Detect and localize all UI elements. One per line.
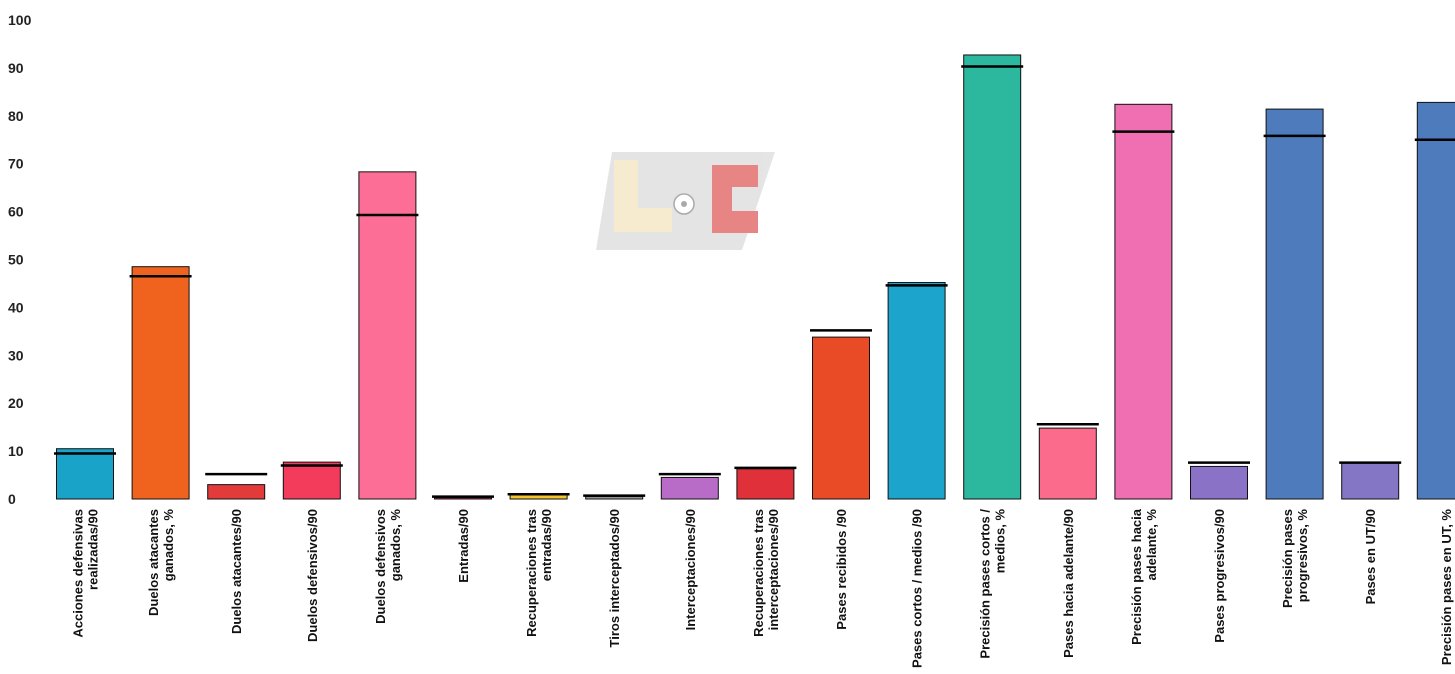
x-tick-label: Pases en UT/90 <box>1363 509 1378 604</box>
x-tick-label-line: Pases recibidos /90 <box>834 509 849 630</box>
x-tick-label: Duelos atacantes/90 <box>229 509 244 634</box>
x-tick-label: Duelos defensivos/90 <box>305 509 320 642</box>
y-tick-label: 10 <box>8 443 24 459</box>
x-tick-label: Precisión pases progresivos, % <box>1280 509 1310 608</box>
x-tick-label-line: ganados, % <box>388 509 403 582</box>
x-tick-label: Entradas/90 <box>456 509 471 583</box>
x-tick-label: Pases progresivos/90 <box>1212 509 1227 643</box>
bar <box>1416 101 1455 500</box>
bar <box>131 266 190 500</box>
bar <box>358 171 417 500</box>
bar <box>963 54 1022 500</box>
y-tick-label: 80 <box>8 108 24 124</box>
x-tick-label-line: Precisión pases hacia <box>1129 508 1144 645</box>
x-tick-label-line: Recuperaciones tras <box>751 509 766 637</box>
x-tick-label-line: realizadas/90 <box>86 509 101 590</box>
x-tick-label-line: interceptaciones/90 <box>766 509 781 630</box>
x-tick-label-line: Pases progresivos/90 <box>1212 509 1227 643</box>
bar <box>585 496 644 500</box>
y-axis: 0 10 20 30 40 50 60 70 80 90 100 <box>8 12 32 507</box>
y-tick-label: 100 <box>8 12 32 28</box>
x-tick-label-line: Recuperaciones tras <box>524 509 539 637</box>
bar <box>1190 465 1248 500</box>
y-tick-label: 0 <box>8 491 16 507</box>
x-tick-label-line: Acciones defensivas <box>71 509 86 638</box>
y-tick-label: 40 <box>8 299 24 315</box>
x-tick-label-line: Pases cortos / medios /90 <box>910 509 925 668</box>
x-tick-label-line: ganados, % <box>161 509 176 582</box>
x-tick-label-line: Duelos atacantes/90 <box>229 509 244 634</box>
x-axis-labels: Acciones defensivas realizadas/90 Duelos a… <box>71 508 1454 668</box>
x-tick-label: Recuperaciones tras entradas/90 <box>524 509 554 637</box>
x-tick-label: Precisión pases cortos / medios, % <box>978 509 1008 659</box>
y-tick-label: 30 <box>8 347 24 363</box>
y-tick-label: 90 <box>8 60 24 76</box>
x-tick-label: Duelos atacantes ganados, % <box>146 509 176 616</box>
bar <box>660 476 719 500</box>
bar <box>1265 108 1324 500</box>
x-tick-label: Tiros interceptados/90 <box>607 509 622 647</box>
bar <box>282 461 341 500</box>
x-tick-label: Acciones defensivas realizadas/90 <box>71 509 101 638</box>
bar <box>207 484 266 500</box>
x-tick-label-line: Pases en UT/90 <box>1363 509 1378 604</box>
y-tick-label: 50 <box>8 252 24 268</box>
bar <box>812 336 870 500</box>
bar <box>56 448 114 500</box>
bar <box>1341 462 1400 500</box>
bar <box>1038 427 1097 500</box>
x-tick-label-line: Precisión pases en UT, % <box>1439 509 1454 666</box>
x-tick-label: Pases cortos / medios /90 <box>910 509 925 668</box>
x-tick-label: Recuperaciones tras interceptaciones/90 <box>751 509 781 637</box>
x-tick-label-line: Duelos defensivos <box>373 509 388 624</box>
x-tick-label-line: Interceptaciones/90 <box>683 509 698 630</box>
benchmark-lines <box>54 65 1455 498</box>
x-tick-label: Pases recibidos /90 <box>834 509 849 630</box>
x-tick-label: Precisión pases hacia adelante, % <box>1129 508 1159 645</box>
x-tick-label-line: progresivos, % <box>1295 509 1310 603</box>
bar <box>1114 103 1173 500</box>
bar <box>887 281 946 500</box>
x-tick-label-line: Entradas/90 <box>456 509 471 583</box>
y-tick-label: 60 <box>8 204 24 220</box>
x-tick-label-line: medios, % <box>993 509 1008 574</box>
y-tick-label: 70 <box>8 156 24 172</box>
x-tick-label: Precisión pases en UT, % <box>1439 509 1454 666</box>
x-tick-label-line: Precisión pases cortos / <box>978 509 993 659</box>
x-tick-label-line: Duelos defensivos/90 <box>305 509 320 642</box>
x-tick-label-line: Duelos atacantes <box>146 509 161 616</box>
x-tick-label-line: entradas/90 <box>539 509 554 581</box>
y-tick-label: 20 <box>8 395 24 411</box>
bar <box>736 468 795 500</box>
x-tick-label-line: Tiros interceptados/90 <box>607 509 622 647</box>
x-tick-label-line: Pases hacia adelante/90 <box>1061 509 1076 658</box>
x-tick-label-line: adelante, % <box>1144 509 1159 581</box>
bars <box>56 54 1455 500</box>
x-tick-label: Pases hacia adelante/90 <box>1061 509 1076 658</box>
club-logo-watermark <box>596 152 775 250</box>
x-tick-label: Interceptaciones/90 <box>683 509 698 630</box>
x-tick-label-line: Precisión pases <box>1280 509 1295 608</box>
x-tick-label: Duelos defensivos ganados, % <box>373 509 403 624</box>
